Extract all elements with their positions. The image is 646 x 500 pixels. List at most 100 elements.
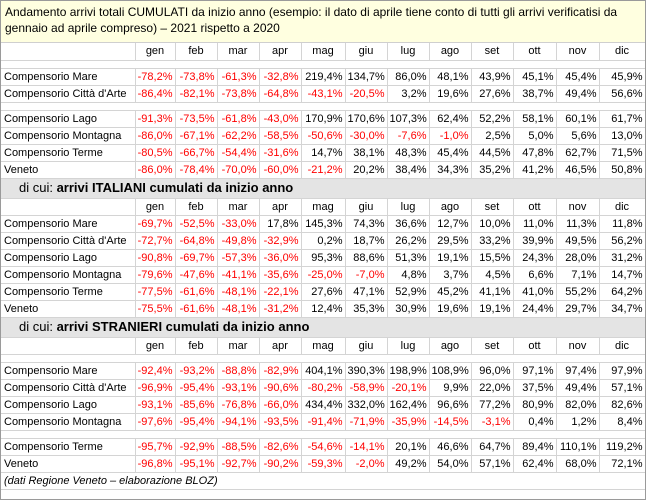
value-cell: 119,2% xyxy=(599,438,645,456)
section-heading-row: di cui: arrivi ITALIANI cumulati da iniz… xyxy=(1,178,645,199)
value-cell: 97,1% xyxy=(513,362,557,380)
table-row: Compensorio Terme -77,5% -61,6% -48,1% -22,1… xyxy=(1,283,645,301)
table-row: Compensorio Città d'Arte -96,9% -95,4% -93,… xyxy=(1,379,645,397)
month-header-lug: lug xyxy=(387,198,430,216)
value-cell: 57,1% xyxy=(599,379,645,397)
month-header-ago: ago xyxy=(429,198,472,216)
value-cell: -33,0% xyxy=(217,215,260,233)
value-cell: 68,0% xyxy=(556,455,600,473)
value-cell: -66,7% xyxy=(175,144,218,162)
month-header-apr: apr xyxy=(259,198,302,216)
row-label: Compensorio Città d'Arte xyxy=(1,85,136,103)
month-header-feb: feb xyxy=(175,43,218,61)
value-cell: 332,0% xyxy=(345,396,388,414)
value-cell: 134,7% xyxy=(345,68,388,86)
value-cell: -25,0% xyxy=(301,266,346,284)
value-cell: -92,4% xyxy=(135,362,176,380)
value-cell: 27,6% xyxy=(471,85,514,103)
month-header-gen: gen xyxy=(135,198,176,216)
value-cell: 6,6% xyxy=(513,266,557,284)
value-cell: 64,7% xyxy=(471,438,514,456)
month-header-lug: lug xyxy=(387,43,430,61)
value-cell: 57,1% xyxy=(471,455,514,473)
section-heading: di cui: arrivi STRANIERI cumulati da ini… xyxy=(1,317,645,338)
value-cell: 45,4% xyxy=(429,144,472,162)
row-label: Veneto xyxy=(1,455,136,473)
value-cell: 107,3% xyxy=(387,110,430,128)
table-row: Veneto -86,0% -78,4% -70,0% -60,0% -21,2% 20,2… xyxy=(1,161,645,179)
value-cell: 45,4% xyxy=(556,68,600,86)
value-cell: -1,0% xyxy=(429,127,472,145)
value-cell: -48,1% xyxy=(217,300,260,318)
header-blank-cell xyxy=(1,43,136,61)
value-cell: 39,9% xyxy=(513,232,557,250)
section-heading-row: di cui: arrivi STRANIERI cumulati da ini… xyxy=(1,317,645,338)
value-cell: -80,2% xyxy=(301,379,346,397)
value-cell: 24,3% xyxy=(513,249,557,267)
row-label: Compensorio Terme xyxy=(1,283,136,301)
table-row: Compensorio Mare -78,2% -73,8% -61,3% -32,8%… xyxy=(1,68,645,86)
value-cell: 41,1% xyxy=(471,283,514,301)
value-cell: 58,1% xyxy=(513,110,557,128)
table-row: Compensorio Terme -95,7% -92,9% -88,5% -82,6… xyxy=(1,438,645,456)
month-header-giu: giu xyxy=(345,198,388,216)
value-cell: 49,2% xyxy=(387,455,430,473)
value-cell: 47,1% xyxy=(345,283,388,301)
header-blank-cell xyxy=(1,198,136,216)
value-cell: -7,6% xyxy=(387,127,430,145)
value-cell: 62,4% xyxy=(429,110,472,128)
value-cell: 38,1% xyxy=(345,144,388,162)
value-cell: -93,1% xyxy=(135,396,176,414)
value-cell: -67,1% xyxy=(175,127,218,145)
data-table: gen feb mar apr mag giu lug ago set ott nov dic Comp… xyxy=(1,43,645,490)
value-cell: 108,9% xyxy=(429,362,472,380)
value-cell: 2,5% xyxy=(471,127,514,145)
value-cell: 20,2% xyxy=(345,161,388,179)
value-cell: -92,7% xyxy=(217,455,260,473)
value-cell: -79,6% xyxy=(135,266,176,284)
row-label: Compensorio Montagna xyxy=(1,413,136,431)
value-cell: 71,5% xyxy=(599,144,645,162)
month-header-row: gen feb mar apr mag giu lug ago set ott nov dic xyxy=(1,198,645,216)
value-cell: 49,4% xyxy=(556,379,600,397)
value-cell: 45,9% xyxy=(599,68,645,86)
value-cell: -41,1% xyxy=(217,266,260,284)
value-cell: 13,0% xyxy=(599,127,645,145)
value-cell: 30,9% xyxy=(387,300,430,318)
value-cell: 77,2% xyxy=(471,396,514,414)
value-cell: 97,9% xyxy=(599,362,645,380)
value-cell: -54,6% xyxy=(301,438,346,456)
value-cell: 56,2% xyxy=(599,232,645,250)
value-cell: -77,5% xyxy=(135,283,176,301)
value-cell: 82,6% xyxy=(599,396,645,414)
value-cell: -69,7% xyxy=(175,249,218,267)
table-row: Compensorio Terme -80,5% -66,7% -54,4% -31,6… xyxy=(1,144,645,162)
month-header-dic: dic xyxy=(599,43,645,61)
value-cell: 3,7% xyxy=(429,266,472,284)
value-cell: 35,3% xyxy=(345,300,388,318)
value-cell: 54,0% xyxy=(429,455,472,473)
table-row: Compensorio Mare -92,4% -93,2% -88,8% -82,9%… xyxy=(1,362,645,380)
value-cell: -91,4% xyxy=(301,413,346,431)
value-cell: 38,7% xyxy=(513,85,557,103)
value-cell: 56,6% xyxy=(599,85,645,103)
value-cell: 50,8% xyxy=(599,161,645,179)
value-cell: -61,6% xyxy=(175,283,218,301)
value-cell: 22,0% xyxy=(471,379,514,397)
value-cell: 46,5% xyxy=(556,161,600,179)
value-cell: -66,0% xyxy=(259,396,302,414)
value-cell: -95,4% xyxy=(175,379,218,397)
month-header-mag: mag xyxy=(301,198,346,216)
value-cell: 36,6% xyxy=(387,215,430,233)
value-cell: 18,7% xyxy=(345,232,388,250)
value-cell: 51,3% xyxy=(387,249,430,267)
value-cell: -78,4% xyxy=(175,161,218,179)
value-cell: 96,0% xyxy=(471,362,514,380)
value-cell: 0,2% xyxy=(301,232,346,250)
value-cell: -35,9% xyxy=(387,413,430,431)
value-cell: 96,6% xyxy=(429,396,472,414)
value-cell: 198,9% xyxy=(387,362,430,380)
section-heading-prefix: di cui: xyxy=(19,319,57,334)
table-row: Veneto -96,8% -95,1% -92,7% -90,2% -59,3% -2,0… xyxy=(1,455,645,473)
value-cell: 37,5% xyxy=(513,379,557,397)
